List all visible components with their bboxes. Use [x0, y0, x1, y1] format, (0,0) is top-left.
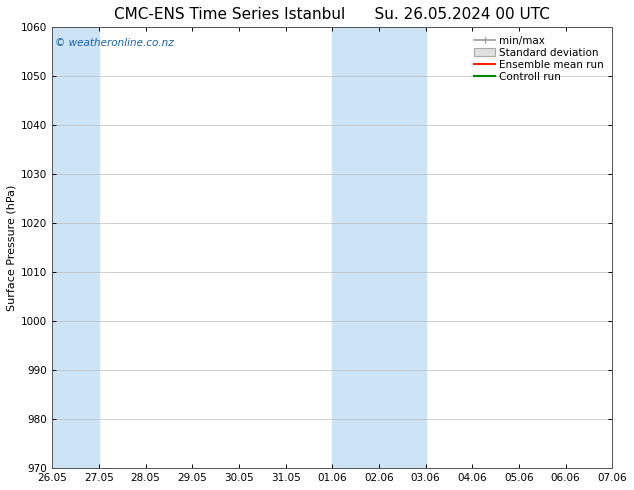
Bar	[52, 27, 99, 468]
Bar	[332, 27, 425, 468]
Legend: min/max, Standard deviation, Ensemble mean run, Controll run: min/max, Standard deviation, Ensemble me…	[471, 32, 607, 85]
Title: CMC-ENS Time Series Istanbul      Su. 26.05.2024 00 UTC: CMC-ENS Time Series Istanbul Su. 26.05.2…	[114, 7, 550, 22]
Text: © weatheronline.co.nz: © weatheronline.co.nz	[55, 38, 174, 49]
Y-axis label: Surface Pressure (hPa): Surface Pressure (hPa)	[7, 185, 17, 311]
